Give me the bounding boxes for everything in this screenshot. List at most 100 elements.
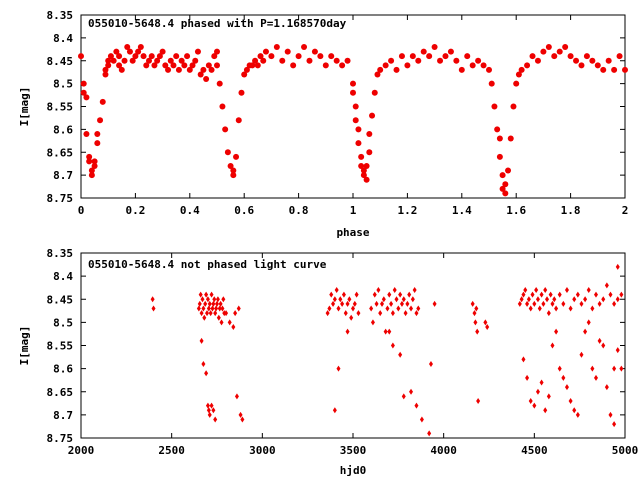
chart-panel-2: 2000 2500 3000 3500 4000 4500 5000 8.35 8.4 8.45 8… <box>18 247 638 477</box>
data-point <box>234 393 239 400</box>
data-point <box>220 305 225 312</box>
data-point <box>222 126 229 133</box>
data-point <box>344 57 351 64</box>
data-point <box>290 62 297 69</box>
data-point <box>405 300 410 307</box>
data-point <box>589 57 596 64</box>
data-point <box>201 361 206 367</box>
data-point <box>472 310 477 317</box>
data-point <box>268 53 275 60</box>
x-tick-label: 3500 <box>340 444 367 457</box>
data-point <box>110 57 117 64</box>
data-point <box>426 53 433 60</box>
data-point <box>184 53 191 60</box>
data-point <box>343 310 348 317</box>
data-point <box>236 305 241 312</box>
data-point <box>579 351 584 358</box>
data-point <box>224 310 229 317</box>
data-point <box>530 291 535 298</box>
data-point <box>334 287 339 293</box>
data-point <box>355 140 362 147</box>
data-point <box>352 103 359 110</box>
data-point <box>567 53 574 60</box>
data-point <box>219 319 224 326</box>
data-point <box>170 62 177 69</box>
data-point <box>513 80 520 87</box>
data-point <box>273 44 280 51</box>
data-point <box>336 365 341 372</box>
data-point <box>249 62 256 69</box>
data-point <box>398 53 405 60</box>
data-point <box>279 57 286 64</box>
data-point <box>437 57 444 64</box>
data-point <box>545 44 552 51</box>
data-point <box>102 71 109 78</box>
data-point <box>118 66 125 73</box>
data-point <box>392 287 397 293</box>
data-point <box>572 407 577 414</box>
data-point <box>230 172 237 179</box>
x-tick-label: 5000 <box>612 444 639 457</box>
data-point <box>410 296 415 303</box>
data-point <box>105 62 112 69</box>
data-point <box>363 176 370 183</box>
data-point <box>416 305 421 312</box>
data-point <box>197 300 202 307</box>
data-point <box>238 89 245 96</box>
data-point <box>341 291 346 298</box>
data-point <box>604 384 609 391</box>
data-point <box>358 153 365 160</box>
data-point <box>295 53 302 60</box>
x-tick-label: 2 <box>622 204 629 217</box>
y-tick-label: 8.45 <box>47 293 74 306</box>
data-point <box>211 407 216 414</box>
data-point <box>207 411 212 418</box>
data-point <box>578 62 585 69</box>
data-point <box>476 398 481 404</box>
data-point <box>206 305 211 312</box>
x-tick-label: 1.4 <box>452 204 472 217</box>
data-point <box>552 296 557 303</box>
data-point <box>199 310 204 317</box>
data-point <box>383 328 388 335</box>
data-point <box>178 57 185 64</box>
data-point <box>475 57 482 64</box>
data-point <box>615 347 620 354</box>
data-point <box>306 57 313 64</box>
data-point <box>360 167 367 174</box>
data-point <box>241 71 248 78</box>
data-point <box>262 48 269 55</box>
data-point <box>505 167 512 174</box>
data-point <box>107 53 114 60</box>
data-point <box>366 130 373 137</box>
data-point <box>403 310 408 317</box>
data-point <box>159 48 166 55</box>
data-point <box>350 89 356 96</box>
data-point <box>208 310 213 317</box>
data-point <box>331 300 336 307</box>
data-point <box>376 287 381 293</box>
x-tick-label: 0.6 <box>234 204 254 217</box>
data-point <box>135 48 142 55</box>
data-point <box>198 291 203 298</box>
data-point <box>91 162 98 169</box>
data-point <box>154 57 161 64</box>
data-point <box>137 44 144 51</box>
data-point <box>140 53 147 60</box>
x-tick-label: 4000 <box>430 444 457 457</box>
data-point <box>502 181 509 188</box>
data-point <box>332 296 337 303</box>
data-point <box>235 117 242 124</box>
data-point <box>583 296 588 303</box>
data-point <box>612 300 617 307</box>
data-point <box>575 291 580 298</box>
data-point <box>83 130 90 137</box>
data-point <box>535 388 540 395</box>
data-point <box>382 62 389 69</box>
data-point <box>590 305 595 312</box>
data-point <box>214 305 219 312</box>
data-point <box>202 314 207 321</box>
data-point <box>543 407 548 414</box>
data-point <box>322 62 329 69</box>
